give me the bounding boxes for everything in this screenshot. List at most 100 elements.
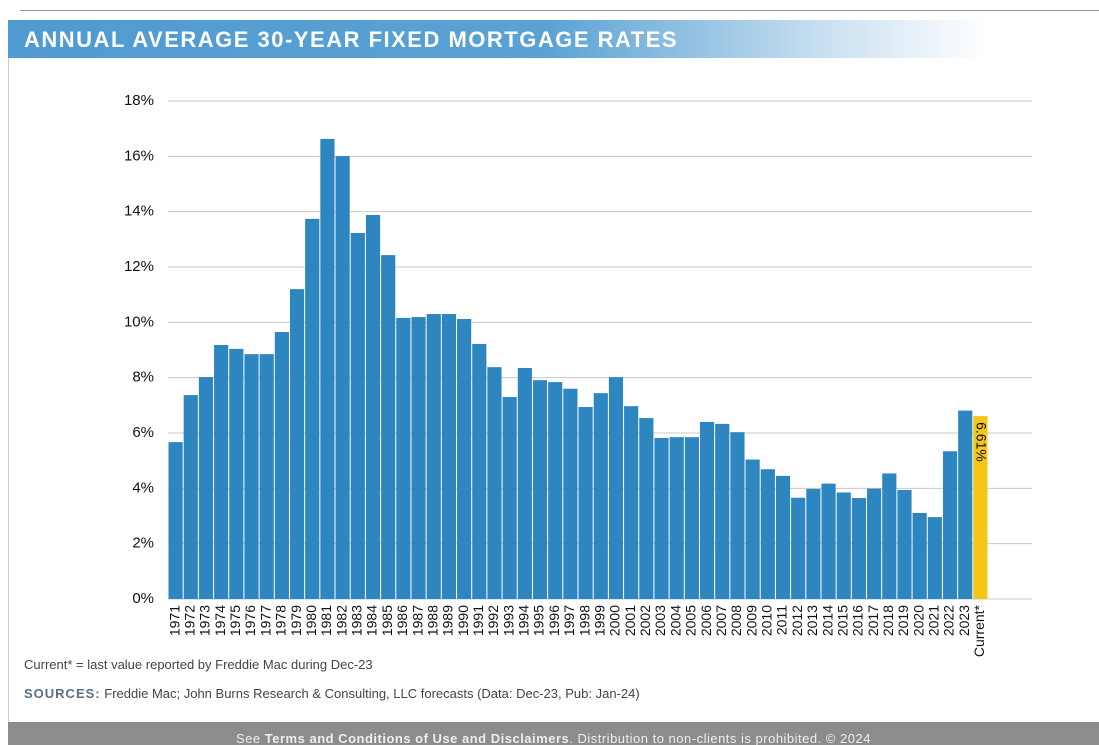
bar xyxy=(639,418,654,599)
bar xyxy=(624,406,639,599)
bar xyxy=(745,459,760,599)
y-tick-label: 16% xyxy=(124,147,154,164)
bar xyxy=(426,314,441,599)
bar xyxy=(517,367,532,599)
bar xyxy=(274,332,289,599)
bar xyxy=(365,214,381,599)
x-tick-label: 1976 xyxy=(242,605,258,636)
bar xyxy=(593,393,608,599)
x-tick-label: 2014 xyxy=(819,605,835,636)
bar xyxy=(973,416,988,599)
x-tick-label: 2013 xyxy=(804,605,820,636)
bar xyxy=(730,432,745,599)
bar xyxy=(320,138,335,600)
bar xyxy=(441,314,457,599)
x-tick-label: 1987 xyxy=(409,605,425,636)
x-tick-label: 2012 xyxy=(789,605,805,636)
sources: SOURCES: Freddie Mac; John Burns Researc… xyxy=(24,686,640,701)
x-tick-label: 1996 xyxy=(546,605,562,636)
x-tick-label: 2017 xyxy=(865,605,881,636)
bar xyxy=(578,406,593,599)
x-tick-label: 1977 xyxy=(257,605,273,636)
x-tick-label: 1978 xyxy=(273,605,289,636)
bar xyxy=(654,437,669,599)
x-tick-label: 1980 xyxy=(303,605,319,636)
x-tick-label: 2000 xyxy=(607,605,623,636)
bar xyxy=(836,492,851,599)
bar xyxy=(806,488,821,599)
y-tick-label: 4% xyxy=(132,479,154,496)
y-tick-label: 6% xyxy=(132,424,154,441)
x-tick-label: 1994 xyxy=(516,605,532,636)
bar xyxy=(684,437,699,599)
bar xyxy=(699,421,715,599)
x-tick-label: 2010 xyxy=(759,605,775,636)
x-tick-label: 1984 xyxy=(364,605,380,636)
y-tick-label: 8% xyxy=(132,369,154,386)
bar xyxy=(821,483,836,599)
footnote: Current* = last value reported by Freddi… xyxy=(24,657,373,672)
sources-label: SOURCES: xyxy=(24,686,101,701)
bar xyxy=(289,289,305,599)
x-tick-label: 2003 xyxy=(652,605,668,636)
bar xyxy=(563,388,578,599)
left-rule xyxy=(8,58,9,722)
bar xyxy=(867,488,882,599)
bar xyxy=(715,423,730,599)
bar xyxy=(305,218,320,600)
x-tick-label: 1993 xyxy=(500,605,516,636)
bar xyxy=(851,498,867,599)
x-tick-label: 2022 xyxy=(941,605,957,636)
x-tick-label: 2006 xyxy=(698,605,714,636)
x-tick-label: 2020 xyxy=(910,605,926,636)
x-tick-label: 1999 xyxy=(591,605,607,636)
x-tick-label: 1974 xyxy=(212,605,228,636)
chart-title: ANNUAL AVERAGE 30-YEAR FIXED MORTGAGE RA… xyxy=(24,27,679,52)
x-tick-label: 2005 xyxy=(683,605,699,636)
bar xyxy=(381,255,396,599)
bar xyxy=(897,489,912,599)
x-tick-label: 1983 xyxy=(349,605,365,636)
x-tick-label: 2015 xyxy=(834,605,850,636)
bar xyxy=(775,475,791,599)
x-tick-label: 1972 xyxy=(181,605,197,636)
x-tick-label: 1995 xyxy=(531,605,547,636)
chart: 0%2%4%6%8%10%12%14%16%18%1971 1972 1973 197… xyxy=(124,92,1032,657)
bar xyxy=(669,437,684,599)
x-tick-label: 2023 xyxy=(956,605,972,636)
x-tick-label: 2008 xyxy=(728,605,744,636)
bar xyxy=(608,377,624,599)
y-tick-label: 12% xyxy=(124,258,154,275)
data-label: 6.61% xyxy=(974,422,990,462)
y-tick-label: 2% xyxy=(132,535,154,552)
x-tick-label: 1973 xyxy=(197,605,213,636)
bar xyxy=(411,317,426,599)
bar xyxy=(350,232,365,599)
x-tick-label: Current* xyxy=(971,604,987,657)
x-tick-label: 2001 xyxy=(622,605,638,636)
x-tick-label: 1975 xyxy=(227,605,243,636)
x-tick-label: 1992 xyxy=(485,605,501,636)
x-tick-label: 1998 xyxy=(576,605,592,636)
bar xyxy=(198,377,214,599)
x-tick-label: 2018 xyxy=(880,605,896,636)
x-tick-label: 2016 xyxy=(850,605,866,636)
bar xyxy=(396,317,411,599)
bar xyxy=(457,319,472,599)
bar xyxy=(548,382,563,599)
bar xyxy=(958,410,973,599)
x-tick-label: 1997 xyxy=(561,605,577,636)
bar xyxy=(229,348,244,599)
sources-text: Freddie Mac; John Burns Research & Consu… xyxy=(104,686,640,701)
terms-link[interactable]: Terms and Conditions of Use and Disclaim… xyxy=(264,731,570,745)
bar xyxy=(882,473,897,599)
bar xyxy=(942,451,958,599)
bar xyxy=(472,343,487,599)
x-tick-label: 1982 xyxy=(333,605,349,636)
x-tick-label: 1979 xyxy=(288,605,304,636)
x-tick-label: 1990 xyxy=(455,605,471,636)
bar xyxy=(244,354,259,599)
bar xyxy=(760,469,775,599)
footer-prefix: See xyxy=(236,731,261,745)
